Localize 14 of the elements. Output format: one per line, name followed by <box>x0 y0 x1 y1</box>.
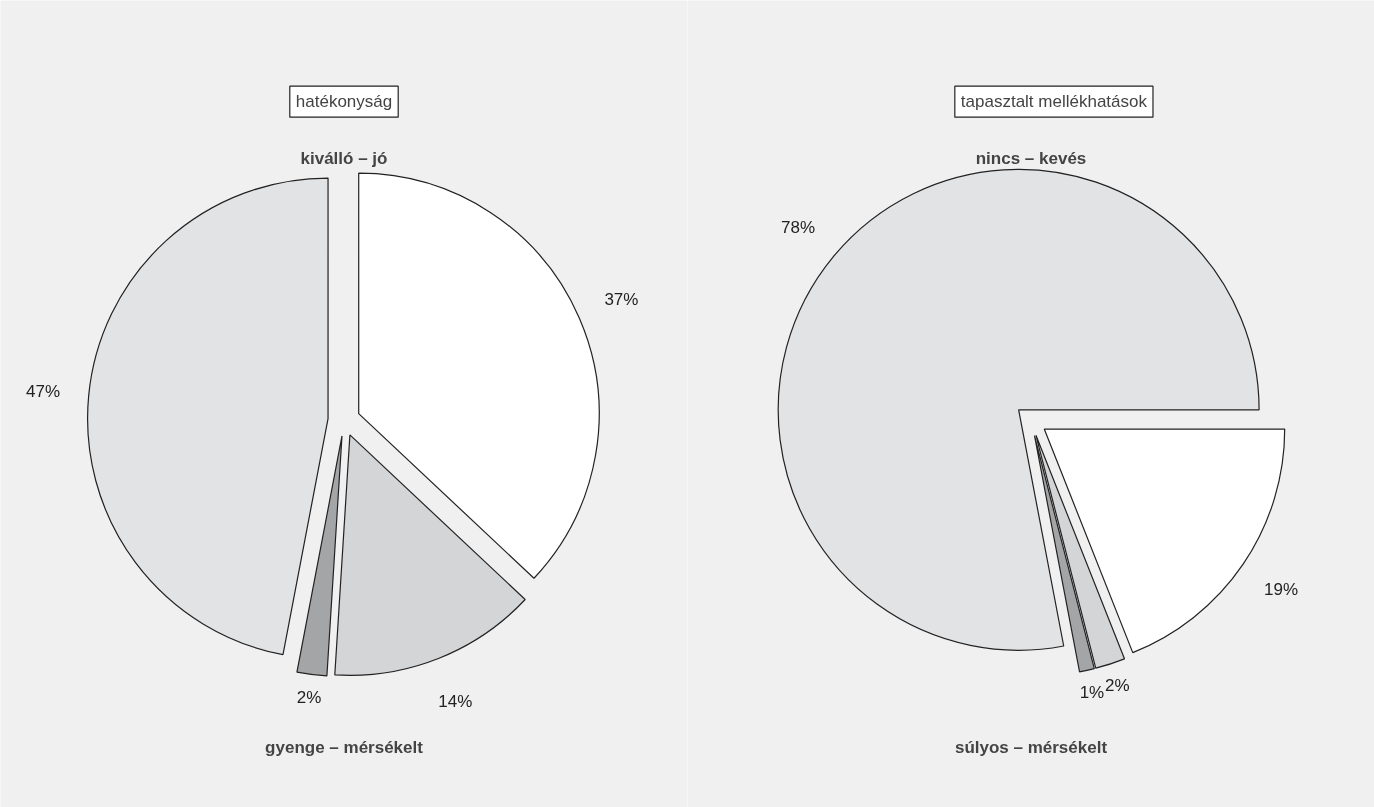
chart-title: hatékonyság <box>295 92 393 112</box>
data-label: 37% <box>604 290 639 310</box>
text: gyenge – mérsékelt <box>265 738 424 757</box>
data-label: 14% <box>438 691 473 711</box>
data-label: 78% <box>781 217 816 237</box>
chart-title: tapasztalt mellékhatások <box>960 92 1148 112</box>
data-label: 2% <box>296 687 322 707</box>
data-label: 47% <box>26 382 61 402</box>
data-label: 2% <box>1105 676 1130 696</box>
data-label: 19% <box>1264 580 1299 600</box>
text: nincs – kevés <box>975 149 1087 169</box>
data-label: 1% <box>1079 683 1105 703</box>
text: kiválló – jó <box>300 149 388 169</box>
text: súlyos – mérsékelt <box>954 738 1108 757</box>
